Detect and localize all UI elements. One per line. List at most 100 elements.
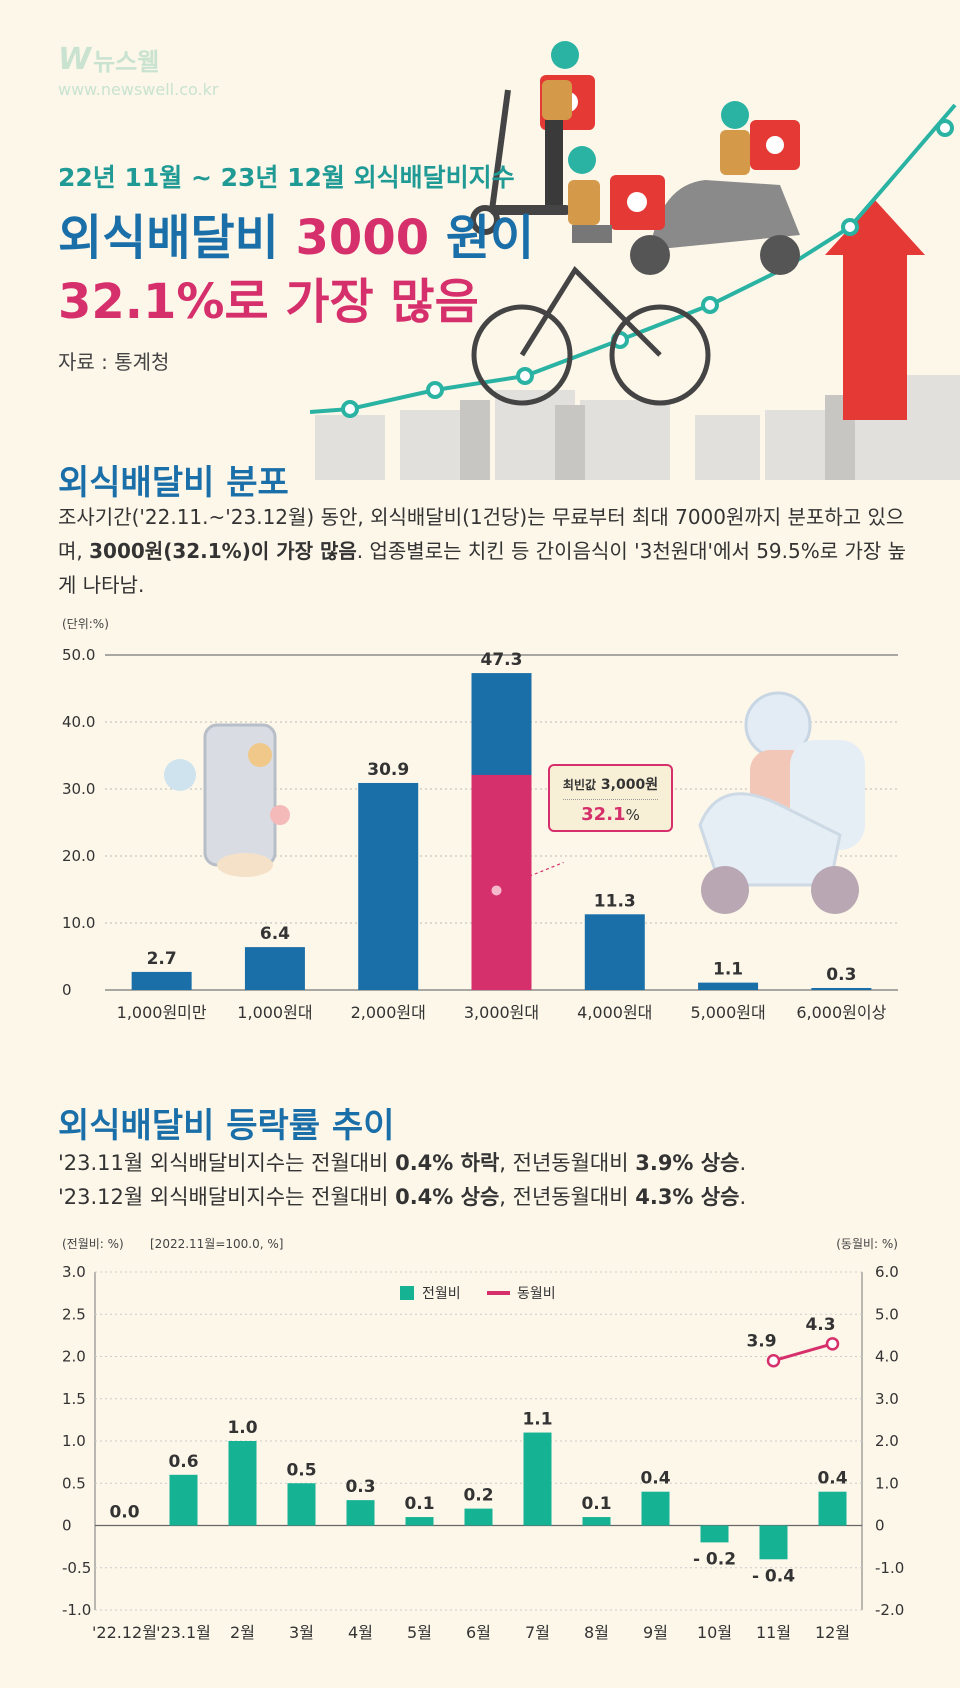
chart2-left-tick: 0: [62, 1517, 72, 1535]
chart1-value-label: 0.3: [826, 965, 856, 985]
chart2-labels: 0.0 0.6 1.0 0.5 0.3 0.1 0.2 1.1 0.1 0.4 - 0.2 - 0.4…: [92, 1315, 850, 1642]
chart2-value-label: - 0.2: [693, 1549, 736, 1569]
section2-text: .: [739, 1151, 747, 1175]
chart1-category-label: 1,000원미만: [117, 1003, 207, 1022]
chart1-value-label: 2.7: [147, 949, 177, 969]
chart1-highlight-marker: [491, 885, 502, 896]
chart1-y-tick: 40.0: [62, 713, 95, 731]
chart1-bar: [698, 982, 759, 990]
chart1-bar: [584, 914, 645, 990]
hero-headline-part: 원이: [429, 210, 535, 266]
chart1-category-label: 4,000원대: [577, 1003, 652, 1022]
legend-line-label: 동월비: [517, 1286, 556, 1302]
section2-text: .: [739, 1185, 747, 1209]
chart2-left-tick: 1.0: [62, 1432, 86, 1450]
chart2-left-tick: -1.0: [62, 1601, 91, 1619]
chart2-left-tick: 2.5: [62, 1305, 86, 1323]
chart2-right-tick: -1.0: [875, 1559, 904, 1577]
chart2-bar: [759, 1525, 788, 1560]
chart2-category-label: 11월: [756, 1623, 791, 1642]
section2-text: , 전년동월대비: [499, 1185, 636, 1209]
chart2-value-label: 0.5: [286, 1460, 316, 1480]
chart2-right-tick: 3.0: [875, 1390, 899, 1408]
chart2-bar: [228, 1441, 257, 1526]
chart1-category-label: 1,000원대: [237, 1003, 312, 1022]
section1-description: 조사기간('22.11.~'23.12월) 동안, 외식배달비(1건당)는 무료…: [58, 500, 908, 602]
chart2-bar: [582, 1517, 611, 1526]
logo: W 뉴스웰: [58, 42, 159, 77]
phone-food-illustration: [164, 723, 290, 877]
chart2-line-label: 4.3: [805, 1315, 835, 1335]
chart1-value-label: 30.9: [367, 760, 409, 780]
mode-callout-divider: [563, 799, 658, 800]
chart2-legend: 전월비 동월비: [400, 1286, 556, 1302]
scooter-rider-icon: [470, 41, 595, 235]
chart2-left-tick: 0.5: [62, 1474, 86, 1492]
chart2-bar: [818, 1491, 847, 1526]
chart2-bars: [169, 1432, 847, 1560]
legend-bar-label: 전월비: [422, 1286, 461, 1302]
chart2-bar: [169, 1474, 198, 1526]
section2-bold: 0.4% 상승: [395, 1185, 500, 1209]
mode-callout-label: 최빈값: [562, 778, 597, 792]
chart2-right-tick: 1.0: [875, 1474, 899, 1492]
chart2-right-tick: 4.0: [875, 1348, 899, 1366]
chart2-left-unit: (전월비: %): [62, 1237, 124, 1251]
chart2-bar: [405, 1517, 434, 1526]
chart2-category-label: 10월: [697, 1623, 732, 1642]
chart2-bar: [700, 1525, 729, 1543]
section2-text: '23.11월 외식배달비지수는 전월대비: [58, 1151, 396, 1175]
hero-headline-part: 로 가장 많음: [224, 274, 479, 330]
legend-bar-swatch: [400, 1286, 414, 1300]
chart2-category-label: 8월: [584, 1623, 609, 1642]
chart2-category-label: 7월: [525, 1623, 550, 1642]
section2-bold: 0.4% 하락: [395, 1151, 500, 1175]
chart1-value-label: 47.3: [481, 650, 523, 670]
chart1-bar: [358, 782, 419, 990]
chart2-value-label: 0.0: [109, 1503, 139, 1523]
chart2-category-label: 9월: [643, 1623, 668, 1642]
chart1-y-tick: 0: [62, 981, 72, 999]
chart2-value-label: 0.2: [463, 1486, 493, 1506]
chart1-y-tick: 30.0: [62, 780, 95, 798]
chart2-category-label: '22.12월: [92, 1623, 157, 1642]
chart1-y-tick: 10.0: [62, 914, 95, 932]
chart2-value-label: 0.6: [168, 1452, 198, 1472]
motorbike-rider-icon: [630, 101, 800, 275]
chart1-category-label: 2,000원대: [351, 1003, 426, 1022]
chart1-y-tick: 20.0: [62, 847, 95, 865]
hero-illustration: [310, 41, 960, 480]
chart2-category-label: '23.1월: [156, 1623, 211, 1642]
source-note: 자료 : 통계청: [58, 350, 170, 374]
up-arrow-icon: [825, 200, 925, 420]
chart2-right-tick: 2.0: [875, 1432, 899, 1450]
chart1-bar: [131, 971, 192, 990]
delivery-fee-distribution-chart: (단위:%) 0 10.0 20.0 30.0 40.0 50.0 2.7 1,000원미만…: [62, 617, 898, 1022]
chart2-right-tick: 0: [875, 1517, 885, 1535]
chart2-line-point: [825, 1337, 840, 1351]
mode-callout-title: 최빈값 3,000원: [550, 774, 671, 794]
chart2-index-note: [2022.11월=100.0, %]: [150, 1237, 283, 1251]
mode-callout-percent-unit: %: [625, 806, 640, 824]
mode-callout-percent: 32.1%: [550, 804, 671, 825]
chart2-category-label: 6월: [466, 1623, 491, 1642]
chart2-bar: [287, 1483, 316, 1526]
chart2-right-tick: -2.0: [875, 1601, 904, 1619]
section1-desc-part: . 업종별로는 치킨 등 간이음식이 '3천원대'에서 59.5%로 가장 높게…: [58, 539, 907, 597]
chart2-value-label: 0.1: [404, 1494, 434, 1514]
section2-title: 외식배달비 등락률 추이: [58, 1106, 395, 1146]
chart1-category-label: 3,000원대: [464, 1003, 539, 1022]
section2-text: '23.12월 외식배달비지수는 전월대비: [58, 1185, 396, 1209]
chart1-callout-leader: [501, 861, 564, 889]
chart2-left-tick: -0.5: [62, 1559, 91, 1577]
chart1-category-label: 5,000원대: [690, 1003, 765, 1022]
section2-text: , 전년동월대비: [499, 1151, 636, 1175]
chart1-value-label: 11.3: [594, 891, 636, 911]
chart2-line: [766, 1337, 840, 1368]
chart2-left-tick: 1.5: [62, 1390, 86, 1408]
chart1-value-label: 1.1: [713, 960, 743, 980]
chart2-value-label: 1.0: [227, 1418, 257, 1438]
chart2-line-label: 3.9: [746, 1332, 776, 1352]
chart2-value-label: 0.3: [345, 1477, 375, 1497]
section2-line1: '23.11월 외식배달비지수는 전월대비 0.4% 하락, 전년동월대비 3.…: [58, 1146, 928, 1180]
